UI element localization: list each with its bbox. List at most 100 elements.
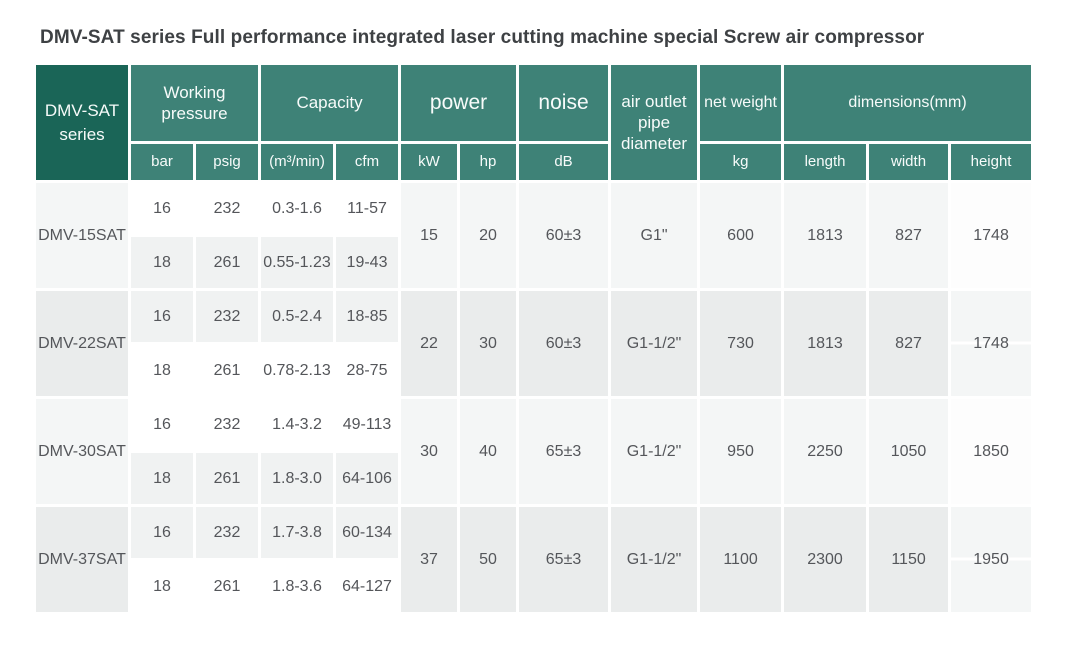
cell-capacity: 0.5-2.4 — [261, 291, 333, 342]
cell-width: 1150 — [869, 507, 949, 612]
cell-bar: 18 — [131, 453, 193, 504]
table-row: DMV-15SAT 16 232 0.3-1.6 11-57 15 20 60±… — [36, 183, 1032, 288]
cell-capacity: 0.3-1.6 — [261, 183, 333, 234]
cell-pipe: G1-1/2" — [611, 399, 698, 504]
cell-length: 2250 — [784, 399, 867, 504]
cell-hp: 40 — [460, 399, 517, 504]
cell-cfm: 49-113 — [336, 399, 399, 450]
cell-capacity: 1.4-3.2 — [261, 399, 333, 450]
cell-kw: 30 — [401, 399, 458, 504]
table-row: 18 261 0.78-2.13 28-75 — [36, 345, 1031, 396]
cell-cfm: 64-106 — [336, 453, 399, 504]
cell-height: 1850 — [951, 399, 1032, 504]
cell-length: 1813 — [784, 291, 867, 396]
header-unit-db: dB — [519, 144, 609, 180]
spec-table: DMV-SAT series Working pressure Capacity… — [33, 62, 1034, 615]
header-dimensions: dimensions(mm) — [784, 65, 1032, 141]
cell-capacity: 0.78-2.13 — [261, 345, 333, 396]
cell-length: 1813 — [784, 183, 867, 288]
cell-pipe: G1" — [611, 183, 698, 288]
cell-psig: 261 — [196, 561, 258, 612]
cell-pipe: G1-1/2" — [611, 291, 698, 396]
cell-width: 827 — [869, 291, 949, 396]
cell-db: 65±3 — [519, 507, 609, 612]
header-unit-height: height — [951, 144, 1032, 180]
cell-bar: 18 — [131, 345, 193, 396]
cell-kw: 37 — [401, 507, 458, 612]
cell-psig: 232 — [196, 507, 258, 558]
header-net-weight: net weight — [700, 65, 782, 141]
cell-kw: 22 — [401, 291, 458, 396]
cell-psig: 232 — [196, 291, 258, 342]
header-working-pressure: Working pressure — [131, 65, 258, 141]
header-air-outlet-pipe-diameter: air outlet pipe diameter — [611, 65, 698, 180]
cell-db: 60±3 — [519, 183, 609, 288]
cell-bar: 16 — [131, 291, 193, 342]
header-unit-hp: hp — [460, 144, 517, 180]
cell-kg: 730 — [700, 291, 782, 396]
cell-kw: 15 — [401, 183, 458, 288]
cell-height: 1748 — [951, 291, 1032, 396]
header-unit-kg: kg — [700, 144, 782, 180]
cell-capacity: 1.8-3.6 — [261, 561, 333, 612]
cell-kg: 950 — [700, 399, 782, 504]
header-unit-kw: kW — [401, 144, 458, 180]
cell-db: 60±3 — [519, 291, 609, 396]
table-row: 18 261 0.55-1.23 19-43 — [36, 237, 1031, 288]
cell-kg: 1100 — [700, 507, 782, 612]
header-unit-m3min: (m³/min) — [261, 144, 333, 180]
header-unit-bar: bar — [131, 144, 193, 180]
cell-cfm: 18-85 — [336, 291, 399, 342]
cell-bar: 16 — [131, 399, 193, 450]
header-unit-cfm: cfm — [336, 144, 399, 180]
cell-height: 1950 — [951, 507, 1032, 612]
cell-capacity: 1.8-3.0 — [261, 453, 333, 504]
cell-psig: 232 — [196, 183, 258, 234]
cell-bar: 16 — [131, 183, 193, 234]
cell-bar: 18 — [131, 237, 193, 288]
header-noise: noise — [519, 65, 609, 141]
header-unit-length: length — [784, 144, 867, 180]
cell-cfm: 19-43 — [336, 237, 399, 288]
cell-model: DMV-37SAT — [36, 507, 128, 612]
table-header: DMV-SAT series Working pressure Capacity… — [36, 65, 1032, 180]
cell-kg: 600 — [700, 183, 782, 288]
header-capacity: Capacity — [261, 65, 399, 141]
table-row: 18 261 1.8-3.6 64-127 — [36, 561, 1031, 612]
cell-psig: 261 — [196, 453, 258, 504]
cell-bar: 18 — [131, 561, 193, 612]
cell-model: DMV-30SAT — [36, 399, 128, 504]
cell-width: 1050 — [869, 399, 949, 504]
cell-hp: 20 — [460, 183, 517, 288]
cell-pipe: G1-1/2" — [611, 507, 698, 612]
cell-cfm: 11-57 — [336, 183, 399, 234]
page-title: DMV-SAT series Full performance integrat… — [40, 27, 925, 48]
cell-capacity: 0.55-1.23 — [261, 237, 333, 288]
cell-cfm: 64-127 — [336, 561, 399, 612]
header-power: power — [401, 65, 517, 141]
cell-cfm: 28-75 — [336, 345, 399, 396]
cell-psig: 261 — [196, 345, 258, 396]
cell-psig: 232 — [196, 399, 258, 450]
header-row-groups: DMV-SAT series Working pressure Capacity… — [36, 65, 1032, 180]
header-unit-width: width — [869, 144, 949, 180]
table-row: DMV-22SAT 16 232 0.5-2.4 18-85 22 30 60±… — [36, 291, 1032, 396]
cell-capacity: 1.7-3.8 — [261, 507, 333, 558]
cell-model: DMV-22SAT — [36, 291, 128, 396]
cell-cfm: 60-134 — [336, 507, 399, 558]
table-row: 18 261 1.8-3.0 64-106 — [36, 453, 1031, 504]
header-series: DMV-SAT series — [36, 65, 128, 180]
table-body: DMV-15SAT 16 232 0.3-1.6 11-57 15 20 60±… — [36, 183, 1032, 612]
cell-bar: 16 — [131, 507, 193, 558]
table-row: DMV-37SAT 16 232 1.7-3.8 60-134 37 50 65… — [36, 507, 1032, 612]
cell-width: 827 — [869, 183, 949, 288]
cell-height: 1748 — [951, 183, 1032, 288]
cell-psig: 261 — [196, 237, 258, 288]
cell-hp: 30 — [460, 291, 517, 396]
cell-db: 65±3 — [519, 399, 609, 504]
header-unit-psig: psig — [196, 144, 258, 180]
table-row: DMV-30SAT 16 232 1.4-3.2 49-113 30 40 65… — [36, 399, 1032, 504]
header-row-units: bar psig (m³/min) cfm kW hp dB kg length… — [36, 144, 1032, 180]
cell-hp: 50 — [460, 507, 517, 612]
cell-model: DMV-15SAT — [36, 183, 128, 288]
